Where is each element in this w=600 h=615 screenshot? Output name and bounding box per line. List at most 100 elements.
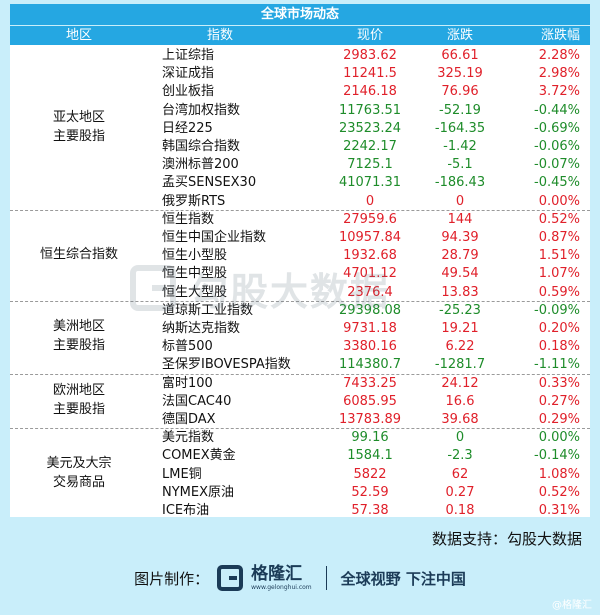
index-name: 创业板指 xyxy=(162,84,215,100)
price-cell: 3380.16 xyxy=(343,339,397,355)
change-cell: 0 xyxy=(455,430,465,446)
change-cell: 0 xyxy=(455,193,465,209)
table-row: 法国CAC40 6085.95 16.6 0.27% xyxy=(10,393,590,411)
change-pct-cell: -0.07% xyxy=(534,157,580,173)
table-row: 深证成指 11241.5 325.19 2.98% xyxy=(10,65,590,83)
price-cell: 1584.1 xyxy=(347,448,393,464)
price-cell: 5822 xyxy=(353,466,387,482)
change-pct-cell: -0.06% xyxy=(534,139,580,154)
price-cell: 57.38 xyxy=(351,503,389,518)
index-name: 澳洲标普200 xyxy=(162,157,239,173)
corner-watermark: @格隆汇 xyxy=(552,600,592,611)
change-cell: 19.21 xyxy=(441,321,479,336)
column-header-change-pct: 涨跌幅 xyxy=(540,28,580,43)
table-row: NYMEX原油 52.59 0.27 0.52% xyxy=(10,484,590,502)
region-label-line: 主要股指 xyxy=(52,401,105,417)
change-cell: -1281.7 xyxy=(434,357,486,373)
change-cell: 62 xyxy=(451,466,469,482)
table-row: 上证综指 2983.62 66.61 2.28% xyxy=(10,47,590,65)
change-pct-cell: 0.31% xyxy=(538,503,580,518)
region-label-line: 美洲地区 xyxy=(52,319,105,335)
price-cell: 7125.1 xyxy=(347,157,393,173)
region-label-line: 美元及大宗 xyxy=(46,455,112,471)
table-row: 俄罗斯RTS 0 0 0.00% xyxy=(10,193,590,211)
table-row: ICE布油 57.38 0.18 0.31% xyxy=(10,502,590,520)
price-cell: 2376.4 xyxy=(347,284,393,300)
change-pct-cell: 0.00% xyxy=(538,430,580,446)
change-pct-cell: -0.44% xyxy=(534,102,580,118)
price-cell: 2242.17 xyxy=(343,139,397,154)
change-cell: 325.19 xyxy=(437,66,483,82)
index-name: LME铜 xyxy=(162,466,202,482)
index-name: 孟买SENSEX30 xyxy=(162,175,257,191)
region-label-line: 交易商品 xyxy=(52,474,105,490)
group-separator xyxy=(10,209,590,211)
table-row: 恒生中型股 4701.12 49.54 1.07% xyxy=(10,265,590,283)
data-support-note: 数据支持：勾股大数据 xyxy=(431,530,582,548)
change-cell: 94.39 xyxy=(441,230,479,245)
table-row: 恒生大型股 2376.4 13.83 0.59% xyxy=(10,284,590,302)
change-pct-cell: 3.72% xyxy=(538,84,580,100)
footer: 图片制作： 格隆汇 www.gelonghui.com 全球视野 下注中国 xyxy=(0,560,600,596)
table-row: 富时100 7433.25 24.12 0.33% xyxy=(10,375,590,393)
region-label-line: 欧洲地区 xyxy=(52,382,105,398)
change-pct-cell: -0.69% xyxy=(534,120,580,136)
index-name: 恒生指数 xyxy=(162,211,215,227)
table-row: 圣保罗IBOVESPA指数 114380.7 -1281.7 -1.11% xyxy=(10,356,590,374)
change-cell: -5.1 xyxy=(447,157,473,173)
price-cell: 41071.31 xyxy=(338,175,402,191)
price-cell: 11763.51 xyxy=(338,102,402,118)
table-row: 创业板指 2146.18 76.96 3.72% xyxy=(10,83,590,101)
price-cell: 0 xyxy=(365,193,375,209)
index-name: 恒生中国企业指数 xyxy=(162,230,267,245)
change-pct-cell: 0.52% xyxy=(538,211,580,227)
index-name: 恒生中型股 xyxy=(162,266,228,282)
price-cell: 29398.08 xyxy=(338,302,402,318)
index-name: 恒生大型股 xyxy=(162,284,228,300)
price-cell: 99.16 xyxy=(351,430,389,446)
change-cell: 0.27 xyxy=(445,484,475,500)
change-pct-cell: 0.52% xyxy=(538,484,580,500)
column-header-row: 地区 指数 现价 涨跌 涨跌幅 xyxy=(10,26,590,45)
change-pct-cell: -1.11% xyxy=(534,357,580,373)
price-cell: 27959.6 xyxy=(343,211,397,227)
change-cell: 66.61 xyxy=(441,48,479,63)
change-pct-cell: 2.98% xyxy=(538,66,580,82)
index-name: 日经225 xyxy=(162,120,213,136)
table-row: 标普500 3380.16 6.22 0.18% xyxy=(10,338,590,356)
index-name: 圣保罗IBOVESPA指数 xyxy=(162,357,291,373)
price-cell: 52.59 xyxy=(351,484,389,500)
change-cell: -52.19 xyxy=(439,102,481,118)
index-name: 美元指数 xyxy=(162,430,215,446)
change-cell: 0.18 xyxy=(445,503,475,518)
table-row: 恒生中国企业指数 10957.84 94.39 0.87% xyxy=(10,229,590,247)
change-pct-cell: 1.51% xyxy=(538,248,580,264)
change-pct-cell: -0.09% xyxy=(534,302,580,318)
price-cell: 23523.24 xyxy=(338,120,402,136)
price-cell: 6085.95 xyxy=(343,393,397,409)
index-name: COMEX黄金 xyxy=(162,448,236,464)
change-cell: -25.23 xyxy=(439,302,481,318)
index-name: 纳斯达克指数 xyxy=(162,321,241,336)
index-name: 德国DAX xyxy=(162,412,216,427)
group-separator xyxy=(10,428,590,430)
change-pct-cell: -0.45% xyxy=(534,175,580,191)
index-name: 法国CAC40 xyxy=(162,393,232,409)
change-pct-cell: 1.07% xyxy=(538,266,580,282)
slogan: 全球视野 下注中国 xyxy=(340,569,466,588)
index-name: NYMEX原油 xyxy=(162,484,235,500)
change-pct-cell: 0.33% xyxy=(538,375,580,391)
change-cell: -164.35 xyxy=(434,120,486,136)
change-pct-cell: 0.87% xyxy=(538,230,580,245)
change-pct-cell: 0.20% xyxy=(538,321,580,336)
table-row: 德国DAX 13783.89 39.68 0.29% xyxy=(10,411,590,429)
made-by-label: 图片制作： xyxy=(134,569,210,588)
index-name: 富时100 xyxy=(162,375,213,391)
index-name: 台湾加权指数 xyxy=(162,102,241,118)
change-cell: 24.12 xyxy=(441,375,479,391)
table-row: 恒生指数 27959.6 144 0.52% xyxy=(10,211,590,229)
index-name: 俄罗斯RTS xyxy=(162,193,226,209)
change-pct-cell: 0.59% xyxy=(538,284,580,300)
table-row: LME铜 5822 62 1.08% xyxy=(10,466,590,484)
market-table: 亚太地区 主要股指 上证综指 2983.62 66.61 2.28% 深证成指 11241.5… xyxy=(10,45,590,520)
